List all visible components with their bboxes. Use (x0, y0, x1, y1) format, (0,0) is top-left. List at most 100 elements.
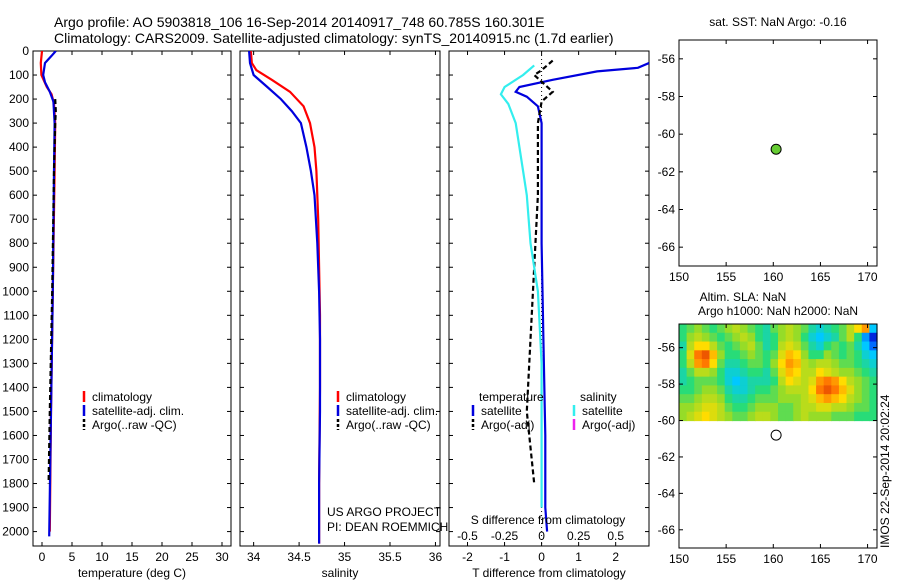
sla-heatmap-cell (717, 367, 726, 378)
sst_map-xtick-label: 160 (763, 270, 783, 284)
sla-heatmap-cell (823, 411, 832, 422)
sla-heatmap-cell (808, 411, 817, 422)
sla-heatmap-cell (739, 324, 749, 334)
sla-heatmap-cell (831, 376, 840, 387)
sla-heatmap-cell (679, 376, 688, 387)
sla-heatmap-cell (793, 350, 802, 360)
sla-heatmap-cell (793, 385, 802, 395)
sla-heatmap-cell (861, 350, 870, 360)
temperature-xtick-label: 5 (69, 550, 76, 564)
sla-heatmap-cell (755, 385, 764, 395)
sla-heatmap-cell (800, 359, 810, 369)
sla-heatmap-cell (770, 359, 779, 369)
sst-map-argo-position (770, 143, 782, 155)
sla-heatmap-cell (816, 402, 825, 413)
sla-heatmap-cell (755, 402, 764, 413)
temperature-ytick-label: 500 (9, 164, 29, 178)
sla-heatmap-cell (808, 376, 817, 387)
sla_map-ytick-label: -66 (658, 523, 676, 537)
sla-heatmap-cell (816, 359, 825, 369)
sla-heatmap-cell (762, 341, 771, 351)
sla_map-xtick-label: 165 (810, 552, 830, 566)
sla-heatmap-cell (686, 402, 695, 413)
temperature-xtick-label: 10 (95, 550, 109, 564)
salinity-legend-label: climatology (346, 390, 406, 404)
sla-heatmap-cell (831, 367, 840, 378)
sla-heatmap-cell (747, 394, 756, 404)
sla-heatmap-cell (679, 367, 688, 378)
sla-heatmap-cell (694, 341, 703, 351)
sla-heatmap-cell (800, 350, 810, 360)
panel-salinity: 34 34.5 35 35.5 36 salinity climatologysatelli… (239, 50, 442, 580)
sla-heatmap-cell (816, 411, 825, 422)
sla-map-frame (678, 323, 878, 549)
sla-heatmap-cell (823, 332, 832, 343)
sla-heatmap-cell (694, 411, 703, 422)
sla-heatmap-cell (694, 332, 703, 343)
difference-xlabel: T difference from climatology (472, 566, 626, 580)
diff-salinity-legend-label: satellite (582, 404, 623, 418)
sla-heatmap-cell (701, 332, 711, 343)
sla-heatmap-cell (778, 376, 787, 387)
sla-heatmap-cell (762, 332, 771, 343)
sla-heatmap-cell (755, 324, 764, 334)
sst_map-xtick-label: 155 (716, 270, 736, 284)
sla-heatmap-cell (793, 402, 802, 413)
sla-heatmap-cell (869, 411, 878, 422)
sla-heatmap-cell (793, 367, 802, 378)
sla-heatmap-cell (717, 385, 726, 395)
sla_map-xtick-label: 155 (716, 552, 736, 566)
sst_map-ytick-label: -56 (658, 52, 676, 66)
sla-heatmap-cell (679, 385, 688, 395)
sla-heatmap-cell (808, 332, 817, 343)
sla-heatmap-cell (816, 341, 825, 351)
sla-heatmap-cell (793, 376, 802, 387)
temperature-ytick-label: 700 (9, 212, 29, 226)
sla-heatmap-cell (762, 359, 771, 369)
sla-heatmap-cell (732, 332, 741, 343)
temperature-ytick-label: 1900 (2, 501, 29, 515)
sla-heatmap-cell (762, 376, 771, 387)
timestamp-watermark: IMOS 22-Sep-2014 20:02:24 (878, 394, 892, 548)
sla_map-ytick-label: -62 (658, 450, 676, 464)
sla-heatmap-cell (686, 332, 695, 343)
sla-heatmap-cell (755, 332, 764, 343)
sla-heatmap-cell (679, 359, 688, 369)
sla-heatmap-cell (861, 367, 870, 378)
sla-heatmap-cell (755, 367, 764, 378)
sla-heatmap-cell (701, 385, 711, 395)
sla-heatmap-cell (694, 402, 703, 413)
sla-heatmap-cell (846, 385, 855, 395)
sla-heatmap-cell (755, 376, 764, 387)
sla-heatmap-cell (717, 324, 726, 334)
sla-heatmap-cell (808, 359, 817, 369)
sla-map-title-line1: Altim. SLA: NaN (700, 290, 787, 304)
sla-heatmap-cell (800, 341, 810, 351)
sla-heatmap-cell (869, 376, 878, 387)
sla-heatmap-cell (709, 367, 718, 378)
sla-heatmap-cell (701, 376, 711, 387)
sla-heatmap-cell (785, 376, 794, 387)
sla-heatmap-cell (762, 367, 771, 378)
sla-heatmap-cell (679, 341, 688, 351)
sla-heatmap-cell (861, 341, 870, 351)
sst_map-xtick-label: 170 (858, 270, 878, 284)
sla-heatmap-cell (831, 385, 840, 395)
sla-heatmap-cell (755, 411, 764, 422)
sla-heatmap-cell (831, 402, 840, 413)
sla-heatmap-cell (739, 350, 749, 360)
sla-heatmap-cell (717, 332, 726, 343)
sla-heatmap-cell (808, 350, 817, 360)
temperature-ytick-label: 2000 (2, 525, 29, 539)
sla-heatmap-cell (747, 402, 756, 413)
figure-title-line2: Climatology: CARS2009. Satellite-adjuste… (54, 30, 614, 46)
sla-heatmap-cell (747, 385, 756, 395)
sla-heatmap-cell (717, 341, 726, 351)
sla-heatmap-cell (800, 324, 810, 334)
sla-heatmap-cell (732, 385, 741, 395)
temperature-ytick-label: 200 (9, 92, 29, 106)
salinity-xtick-label: 35.5 (378, 550, 402, 564)
sla-heatmap-cell (739, 411, 749, 422)
sla-heatmap-cell (686, 324, 695, 334)
